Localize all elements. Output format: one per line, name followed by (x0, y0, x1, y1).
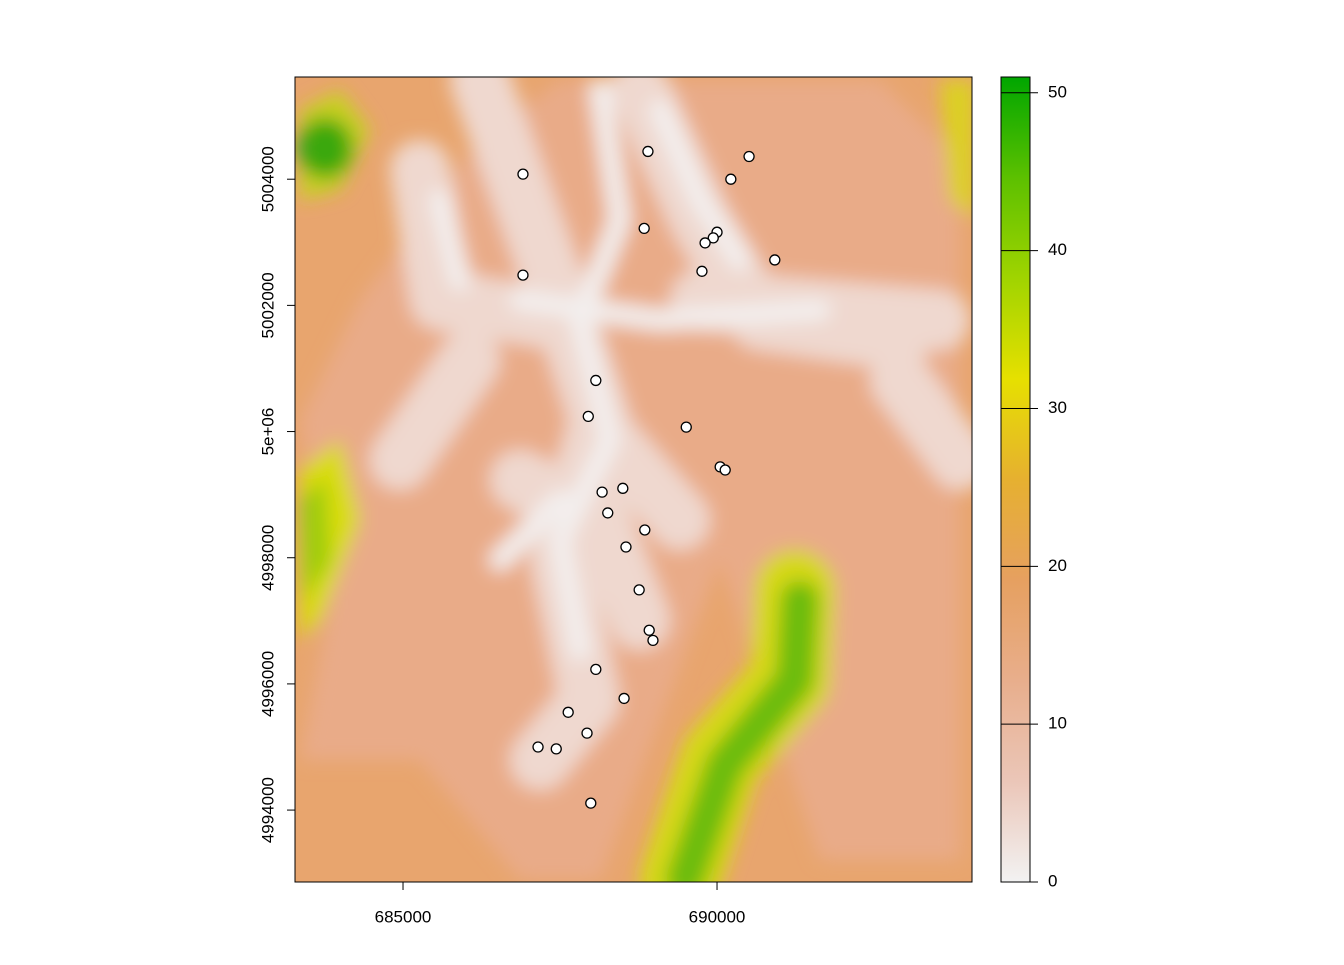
point (643, 624, 655, 636)
point (618, 692, 630, 705)
point (725, 173, 737, 185)
colorbar (1000, 76, 1031, 883)
point (582, 410, 594, 423)
y-tick-label: 4994000 (258, 777, 277, 843)
point (617, 482, 629, 494)
point (602, 507, 614, 519)
plot-frame (294, 76, 973, 883)
y-tick-label: 5004000 (258, 146, 277, 212)
colorbar-tick-label: 40 (1048, 240, 1067, 259)
point (719, 464, 731, 476)
point (633, 584, 645, 596)
point (532, 741, 544, 753)
x-tick-label: 690000 (689, 907, 746, 926)
point (581, 727, 593, 739)
point (696, 265, 708, 277)
x-tick-label: 685000 (375, 907, 432, 926)
point (699, 237, 711, 249)
point (647, 634, 659, 647)
point (680, 421, 692, 433)
point (517, 168, 529, 180)
colorbar-tick-label: 10 (1048, 714, 1067, 733)
point (642, 145, 654, 158)
colorbar-tick-label: 30 (1048, 398, 1067, 417)
y-tick-label: 4996000 (258, 651, 277, 717)
point (550, 743, 562, 755)
point (590, 374, 602, 387)
point (517, 269, 529, 281)
y-tick-label: 5002000 (258, 272, 277, 338)
terrain-raster (295, 77, 972, 882)
point (620, 541, 632, 553)
point (590, 663, 602, 676)
point (639, 524, 651, 536)
point (638, 222, 650, 235)
point (596, 486, 608, 498)
point (769, 254, 781, 266)
colorbar-tick-label: 0 (1048, 871, 1057, 890)
y-tick-label: 4998000 (258, 525, 277, 591)
y-tick-label: 5e+06 (258, 408, 277, 456)
point (562, 706, 574, 718)
point (585, 797, 597, 809)
colorbar-tick-label: 20 (1048, 556, 1067, 575)
point (707, 232, 719, 244)
colorbar-tick-label: 50 (1048, 82, 1067, 101)
point (743, 150, 755, 163)
